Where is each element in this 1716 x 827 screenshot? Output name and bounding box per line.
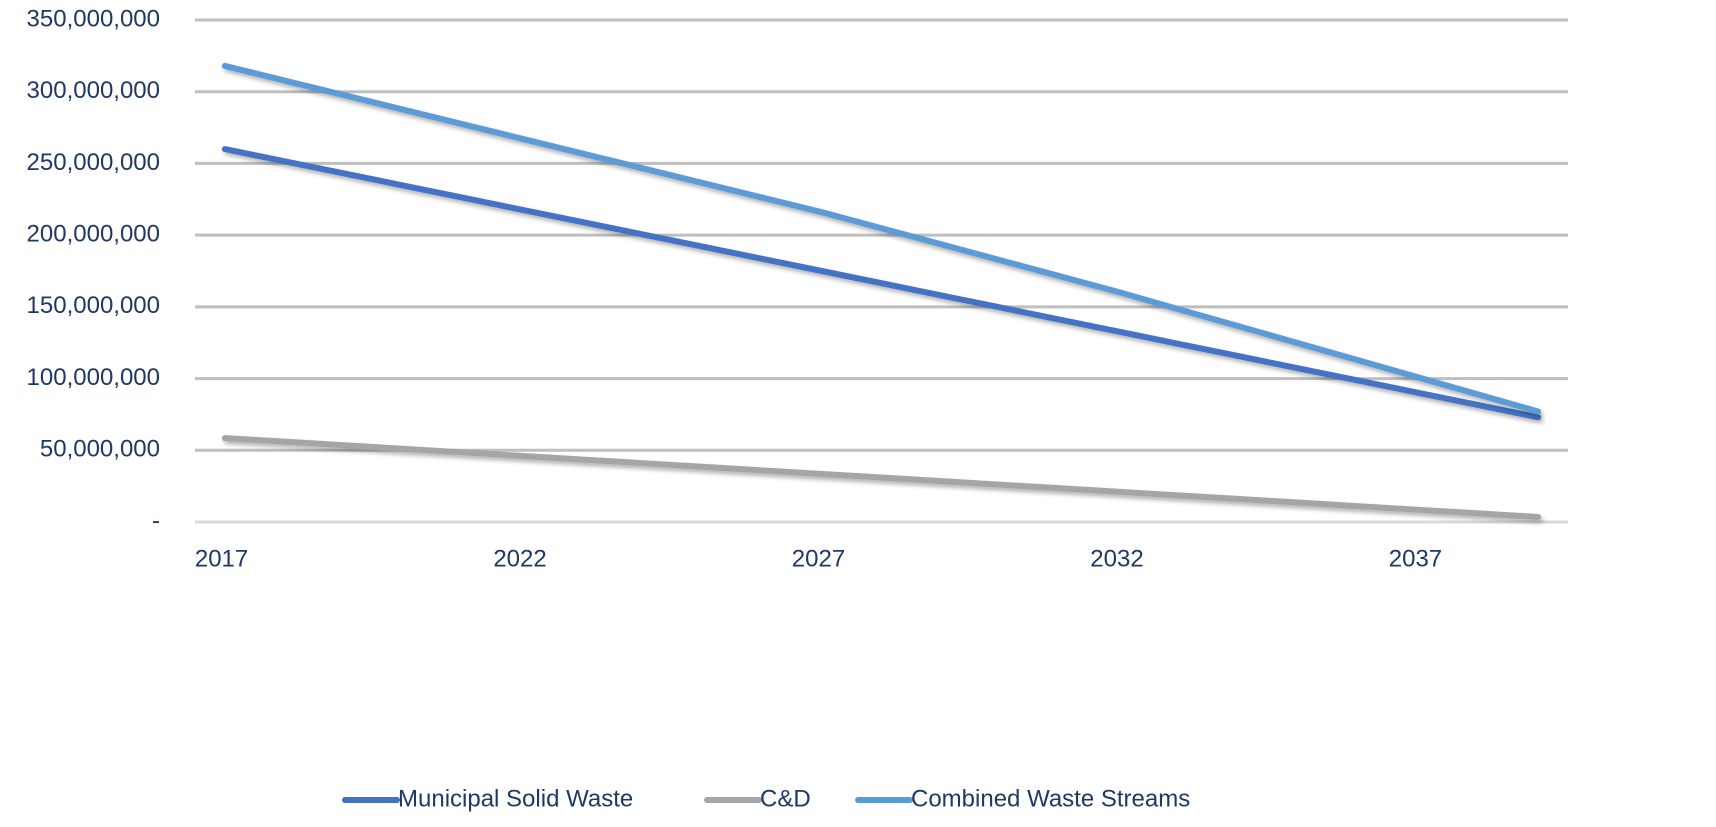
legend: Municipal Solid Waste C&D Combined Waste S… (342, 785, 1190, 812)
y-tick-label: 100,000,000 (27, 364, 160, 391)
legend-label: Municipal Solid Waste (398, 785, 633, 812)
y-tick-label: 150,000,000 (27, 292, 160, 319)
y-tick-label: - (152, 507, 160, 534)
x-tick-label: 2037 (1389, 545, 1442, 572)
series-line (221, 435, 1542, 520)
x-tick-label: 2032 (1090, 545, 1143, 572)
x-tick-label: 2027 (792, 545, 845, 572)
x-tick-label: 2017 (195, 545, 248, 572)
y-tick-label: 350,000,000 (27, 5, 160, 32)
y-tick-label: 50,000,000 (40, 436, 160, 463)
series-line (221, 62, 1542, 415)
legend-label: Combined Waste Streams (911, 785, 1190, 812)
series-line (221, 146, 1542, 421)
axis-labels: - 50,000,000 100,000,000 150,000,000 200,000… (27, 5, 1443, 572)
plot-lines (221, 62, 1542, 520)
y-tick-label: 300,000,000 (27, 77, 160, 104)
legend-label: C&D (760, 785, 811, 812)
y-tick-label: 250,000,000 (27, 149, 160, 176)
x-tick-label: 2022 (493, 545, 546, 572)
y-tick-label: 200,000,000 (27, 220, 160, 247)
